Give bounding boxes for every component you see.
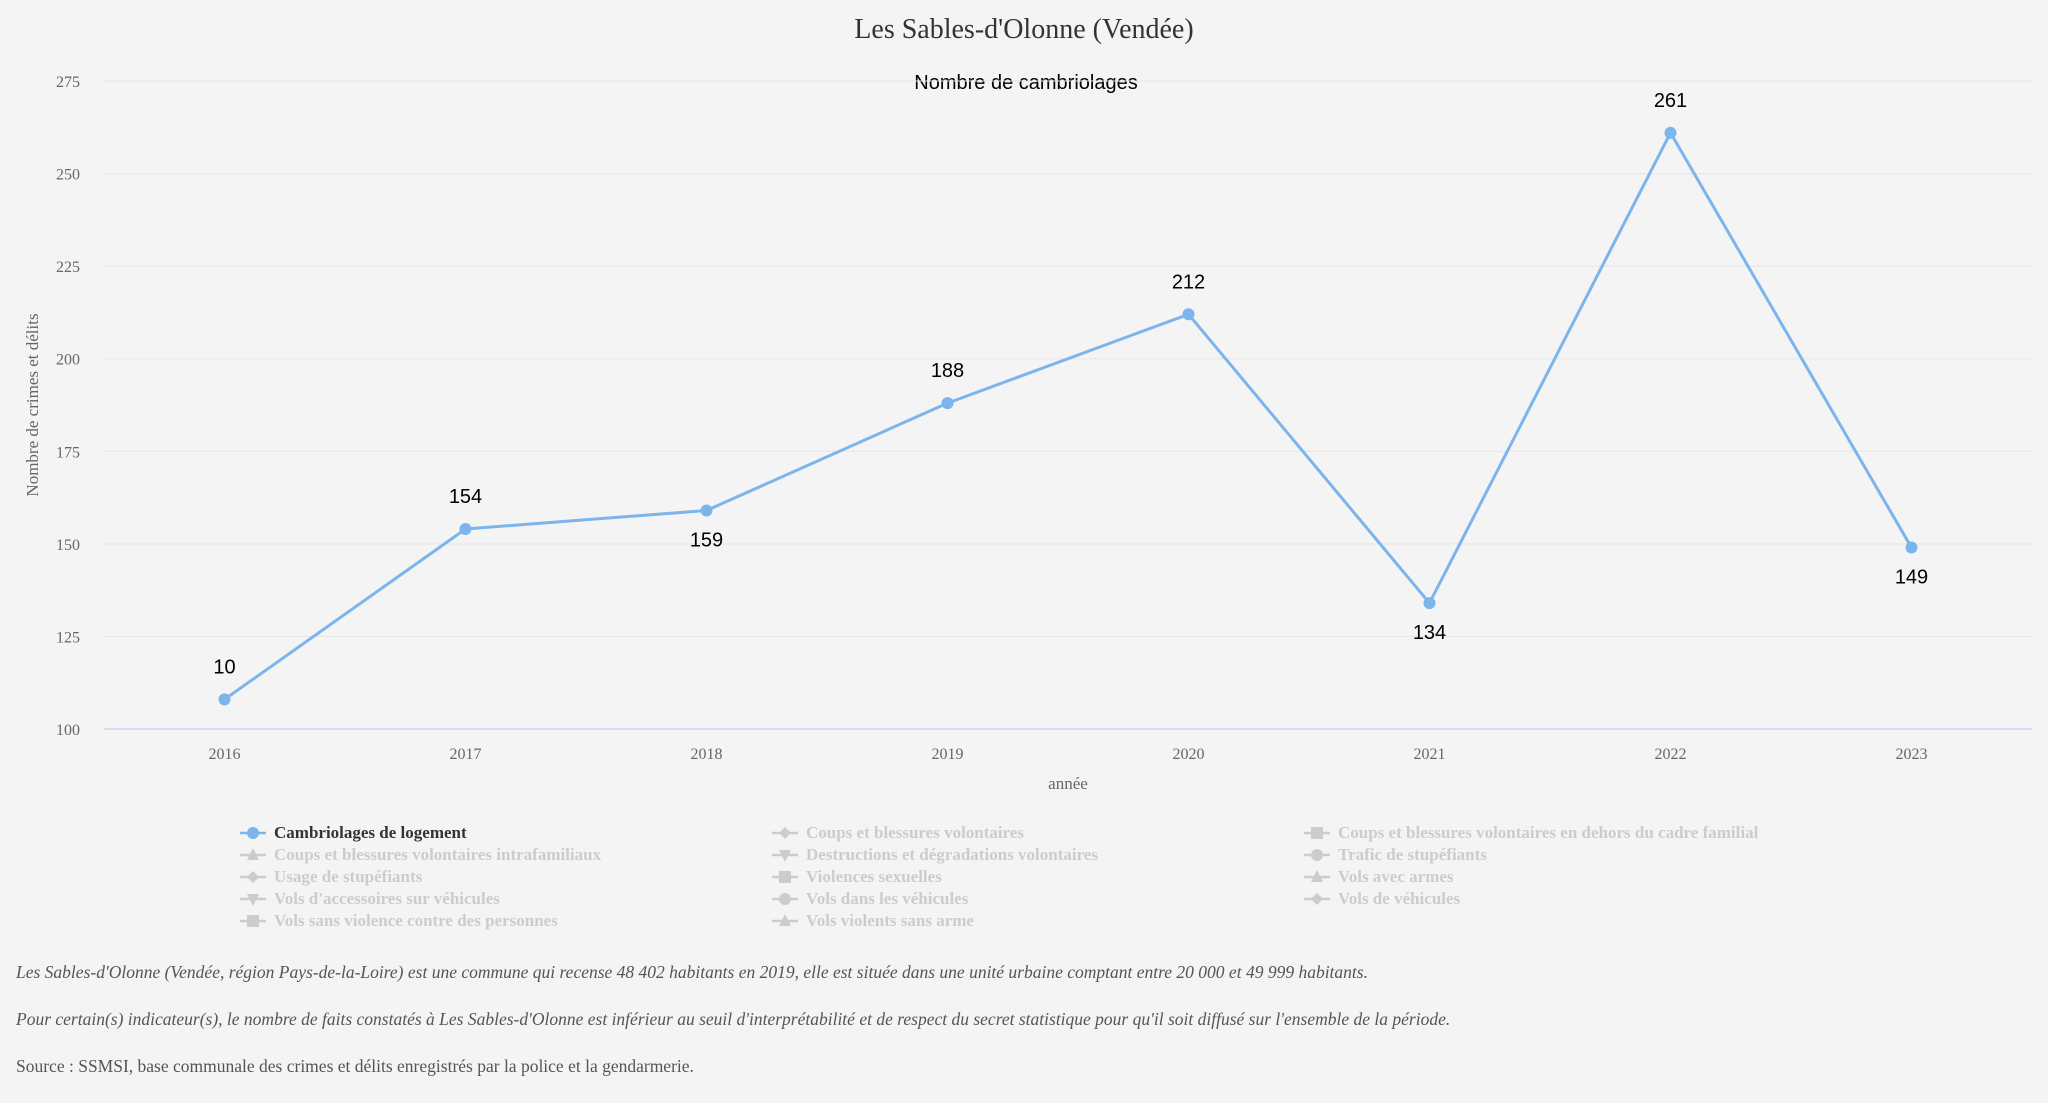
y-axis-title: Nombre de crimes et délits <box>23 313 42 496</box>
x-tick-label: 2021 <box>1414 746 1446 763</box>
legend-item-label: Vols de véhicules <box>1338 889 1461 908</box>
triangle-down-marker-icon <box>772 850 798 862</box>
data-point[interactable] <box>1423 597 1436 610</box>
legend-item-destructions-et-degradations-volontaires[interactable]: Destructions et dégradations volontaires <box>772 844 1304 866</box>
chart-subtitle: Nombre de cambriolages <box>914 72 1137 94</box>
triangle-marker-icon <box>1304 870 1330 882</box>
legend-item-trafic-de-stupefiants[interactable]: Trafic de stupéfiants <box>1304 844 1900 866</box>
data-point[interactable] <box>700 504 713 517</box>
data-label: 10 <box>213 656 235 678</box>
legend-item-cambriolages-de-logement[interactable]: Cambriolages de logement <box>240 822 772 844</box>
y-tick-label: 200 <box>56 352 80 369</box>
legend-item-usage-de-stupefiants[interactable]: Usage de stupéfiants <box>240 866 772 888</box>
legend-item-vols-sans-violence-contre-des-personnes[interactable]: Vols sans violence contre des personnes <box>240 910 772 932</box>
y-tick-label: 100 <box>56 722 80 739</box>
legend-item-label: Cambriolages de logement <box>274 823 467 842</box>
legend: Cambriolages de logement Coups et blessur… <box>240 822 1900 932</box>
legend-item-label: Destructions et dégradations volontaires <box>806 845 1098 864</box>
circle-marker-icon <box>240 827 266 839</box>
line-chart: Les Sables-d'Olonne (Vendée) Nombre de c… <box>23 14 2032 793</box>
data-point[interactable] <box>1905 541 1918 554</box>
legend-item-label: Vols dans les véhicules <box>806 889 969 908</box>
legend-item-vols-de-vehicules[interactable]: Vols de véhicules <box>1304 888 1900 910</box>
x-tick-label: 2018 <box>691 746 723 763</box>
legend-item-label: Usage de stupéfiants <box>274 867 423 886</box>
series-line[interactable] <box>223 131 1913 701</box>
chart-title: Les Sables-d'Olonne (Vendée) <box>854 14 1193 45</box>
triangle-marker-icon <box>772 914 798 926</box>
y-tick-label: 175 <box>56 444 80 461</box>
y-axis: 100 125 150 175 200 225 250 275 <box>56 74 80 739</box>
x-tick-label: 2017 <box>450 746 482 763</box>
y-tick-label: 275 <box>56 74 80 91</box>
data-label: 134 <box>1413 622 1446 644</box>
legend-item-label: Vols sans violence contre des personnes <box>274 911 558 930</box>
legend-item-vols-dans-les-vehicules[interactable]: Vols dans les véhicules <box>772 888 1304 910</box>
legend-item-label: Trafic de stupéfiants <box>1338 845 1487 864</box>
x-tick-label: 2022 <box>1655 746 1687 763</box>
series-cambriolages-de-logement[interactable]: 10 154 159 188 212 134 261 149 <box>213 90 1928 706</box>
legend-item-vols-d-accessoires-sur-vehicules[interactable]: Vols d'accessoires sur véhicules <box>240 888 772 910</box>
diamond-marker-icon <box>772 827 798 839</box>
data-point[interactable] <box>459 523 472 536</box>
triangle-down-marker-icon <box>240 894 266 906</box>
statistical-disclaimer: Pour certain(s) indicateur(s), le nombre… <box>16 1009 1451 1029</box>
legend-item-label: Vols d'accessoires sur véhicules <box>274 889 500 908</box>
legend-item-label: Vols violents sans arme <box>806 911 974 930</box>
legend-item-violences-sexuelles[interactable]: Violences sexuelles <box>772 866 1304 888</box>
data-point[interactable] <box>1664 126 1677 139</box>
data-point[interactable] <box>218 693 231 706</box>
legend-item-label: Violences sexuelles <box>806 867 942 886</box>
legend-item-coups-et-blessures-volontaires-intrafamiliaux[interactable]: Coups et blessures volontaires intrafami… <box>240 844 772 866</box>
x-axis: 2016 2017 2018 2019 2020 2021 2022 2023 <box>104 728 2032 763</box>
y-tick-label: 125 <box>56 629 80 646</box>
legend-item-label: Vols avec armes <box>1338 867 1454 886</box>
data-label: 154 <box>449 486 482 508</box>
commune-description: Les Sables-d'Olonne (Vendée, région Pays… <box>16 962 1368 982</box>
x-tick-label: 2023 <box>1896 746 1928 763</box>
notes: Les Sables-d'Olonne (Vendée, région Pays… <box>16 962 2016 1103</box>
data-label: 212 <box>1172 271 1205 293</box>
data-label: 149 <box>1895 567 1928 589</box>
source-note: Source : SSMSI, base communale des crime… <box>16 1056 694 1076</box>
data-point[interactable] <box>1182 308 1195 321</box>
data-point[interactable] <box>941 397 954 410</box>
data-label: 159 <box>690 530 723 552</box>
legend-item-vols-violents-sans-arme[interactable]: Vols violents sans arme <box>772 910 1304 932</box>
square-marker-icon <box>772 871 798 883</box>
x-tick-label: 2019 <box>932 746 964 763</box>
y-tick-label: 150 <box>56 537 80 554</box>
legend-item-coups-et-blessures-volontaires-en-dehors-du-cadre-familial[interactable]: Coups et blessures volontaires en dehors… <box>1304 822 1900 844</box>
x-axis-title: année <box>1048 774 1088 793</box>
legend-item-label: Coups et blessures volontaires intrafami… <box>274 845 602 864</box>
grid-lines <box>104 80 2032 637</box>
square-marker-icon <box>240 915 266 927</box>
x-tick-label: 2020 <box>1173 746 1205 763</box>
legend-item-coups-et-blessures-volontaires[interactable]: Coups et blessures volontaires <box>772 822 1304 844</box>
x-tick-label: 2016 <box>209 746 241 763</box>
triangle-marker-icon <box>240 848 266 860</box>
diamond-marker-icon <box>240 871 266 883</box>
circle-marker-icon <box>1304 849 1330 861</box>
square-marker-icon <box>1304 827 1330 839</box>
legend-item-label: Coups et blessures volontaires <box>806 823 1025 842</box>
legend-item-vols-avec-armes[interactable]: Vols avec armes <box>1304 866 1900 888</box>
diamond-marker-icon <box>1304 893 1330 905</box>
data-label: 261 <box>1654 90 1687 112</box>
legend-item-label: Coups et blessures volontaires en dehors… <box>1338 823 1759 842</box>
data-label: 188 <box>931 360 964 382</box>
y-tick-label: 225 <box>56 259 80 276</box>
y-tick-label: 250 <box>56 167 80 184</box>
circle-marker-icon <box>772 893 798 905</box>
